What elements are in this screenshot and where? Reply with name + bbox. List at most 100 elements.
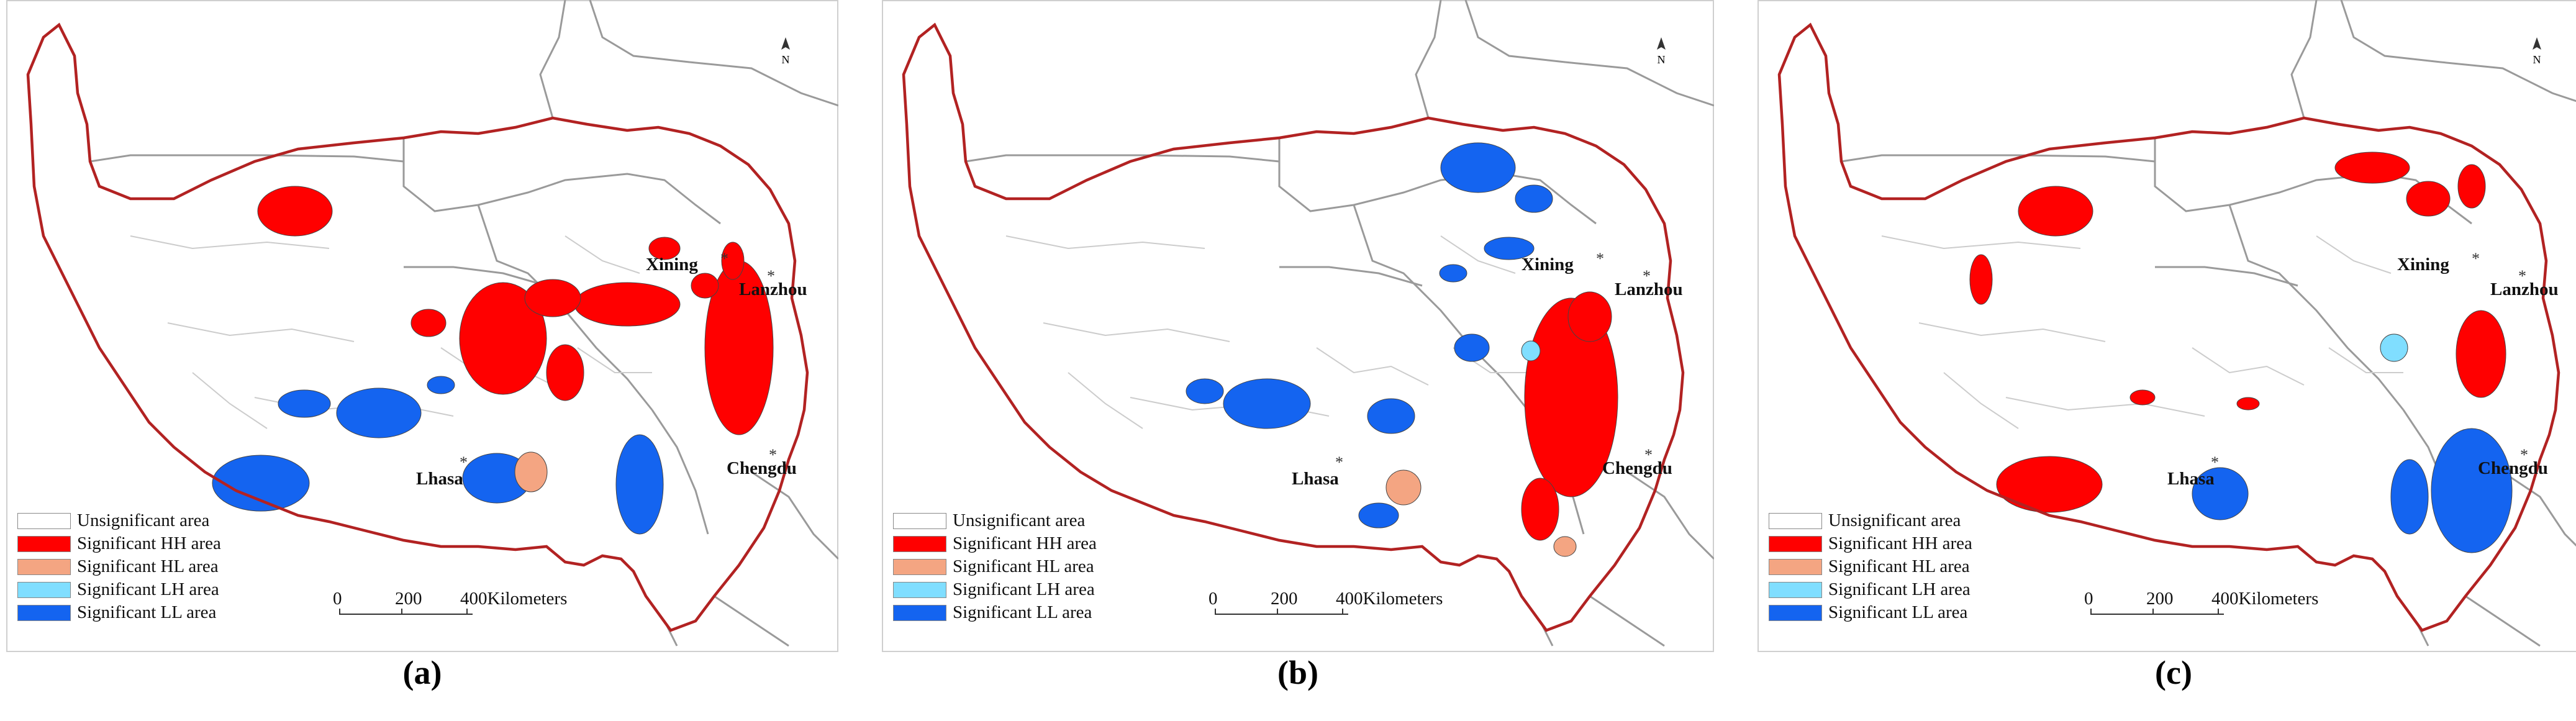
county-boundary bbox=[1068, 372, 1143, 429]
xining-marker: * bbox=[1596, 250, 1604, 268]
scale-line bbox=[2090, 614, 2224, 615]
scale-tick-label: 0 bbox=[333, 589, 342, 609]
legend-label: Significant LH area bbox=[1828, 579, 1971, 599]
county-boundary bbox=[1918, 322, 2106, 342]
province-boundary bbox=[2465, 595, 2541, 647]
legend-item: Significant LL area bbox=[893, 601, 1097, 624]
cluster-ll-area bbox=[427, 376, 455, 394]
legend-item: Significant LH area bbox=[17, 578, 221, 601]
province-boundary bbox=[2290, 0, 2318, 119]
cluster-hh-area bbox=[410, 309, 447, 337]
county-boundary bbox=[577, 347, 652, 373]
province-boundary bbox=[2228, 204, 2405, 410]
city-label-xining: Xining bbox=[1522, 255, 1574, 274]
legend-label: Significant LH area bbox=[77, 579, 219, 599]
legend-swatch bbox=[1769, 604, 1822, 621]
city-label-lhasa: Lhasa bbox=[2167, 469, 2215, 489]
legend-item: Significant HL area bbox=[1769, 555, 1972, 578]
province-boundary bbox=[965, 154, 1280, 163]
legend-swatch bbox=[1769, 558, 1822, 575]
cluster-hh-area bbox=[1521, 478, 1559, 541]
legend-item: Significant HL area bbox=[893, 555, 1097, 578]
cluster-hh-area bbox=[2456, 310, 2506, 398]
scale-bar: 0 200 400Kilometers bbox=[2084, 589, 2345, 626]
legend-label: Significant HL area bbox=[77, 556, 219, 576]
legend-item: Significant HH area bbox=[1769, 532, 1972, 555]
region-map-c bbox=[1757, 0, 2576, 652]
cluster-ll-area bbox=[336, 388, 422, 438]
cluster-hh-area bbox=[1969, 254, 1993, 305]
legend-item: Significant LH area bbox=[1769, 578, 1972, 601]
scale-tick bbox=[1277, 609, 1278, 614]
cluster-hh-area bbox=[691, 273, 719, 299]
city-label-lhasa: Lhasa bbox=[416, 469, 463, 489]
north-arrow-shape bbox=[2533, 37, 2541, 50]
legend-swatch bbox=[893, 604, 946, 621]
cluster-hh-area bbox=[721, 242, 745, 280]
cluster-ll-area bbox=[1367, 398, 1415, 434]
cluster-ll-area bbox=[2431, 428, 2513, 553]
cluster-hh-area bbox=[2236, 397, 2260, 410]
map-panel-a: * Xining * Lanzhou * Chengdu * Lhasa Uns… bbox=[6, 0, 838, 721]
plateau-boundary bbox=[1777, 22, 2560, 632]
province-boundary bbox=[402, 138, 721, 225]
cluster-ll-area bbox=[2192, 467, 2249, 520]
legend-swatch bbox=[17, 512, 71, 529]
city-label-lanzhou: Lanzhou bbox=[2490, 279, 2559, 299]
scale-tick-label: 200 bbox=[1271, 589, 1298, 609]
chengdu-marker: * bbox=[769, 446, 777, 464]
cluster-ll-area bbox=[615, 434, 664, 535]
cluster-hh-area bbox=[2129, 389, 2156, 406]
cluster-hl-area bbox=[514, 451, 548, 492]
region-map-a bbox=[6, 0, 838, 652]
cluster-lh-area bbox=[2380, 333, 2408, 362]
scale-tick-label: 0 bbox=[2084, 589, 2093, 609]
province-boundary bbox=[2155, 266, 2298, 287]
scale-tick-label: 400Kilometers bbox=[460, 589, 568, 609]
scale-tick-label: 200 bbox=[2146, 589, 2174, 609]
lhasa-marker: * bbox=[2211, 453, 2219, 471]
lanzhou-marker: * bbox=[2518, 267, 2526, 285]
map-panel-c: * Xining * Lanzhou * Chengdu * Lhasa Uns… bbox=[1757, 0, 2576, 721]
county-boundary bbox=[1440, 235, 1516, 274]
legend-item: Significant HH area bbox=[17, 532, 221, 555]
province-boundary bbox=[1415, 0, 1442, 119]
city-label-chengdu: Chengdu bbox=[727, 458, 797, 478]
cluster-lh-area bbox=[1521, 340, 1541, 361]
legend-swatch bbox=[1769, 581, 1822, 598]
legend-swatch bbox=[893, 512, 946, 529]
legend: Unsignificant area Significant HH area Sig… bbox=[893, 509, 1097, 624]
cluster-ll-area bbox=[1454, 333, 1490, 362]
city-label-lanzhou: Lanzhou bbox=[739, 279, 807, 299]
legend-label: Significant HH area bbox=[77, 533, 221, 553]
legend-swatch bbox=[893, 535, 946, 552]
province-boundary bbox=[1353, 204, 1529, 410]
cluster-ll-area bbox=[1223, 378, 1311, 429]
province-boundary bbox=[1278, 138, 1597, 225]
county-boundary bbox=[2192, 347, 2305, 386]
cluster-hh-area bbox=[648, 237, 681, 260]
legend-swatch bbox=[893, 558, 946, 575]
cluster-hh-area bbox=[459, 282, 547, 395]
north-label: N bbox=[2533, 53, 2541, 66]
lhasa-marker: * bbox=[460, 453, 468, 471]
scale-tick bbox=[401, 609, 402, 614]
cluster-hh-area bbox=[546, 344, 584, 401]
province-boundary bbox=[2340, 0, 2576, 102]
legend-label: Significant HL area bbox=[1828, 556, 1970, 576]
scale-tick-label: 0 bbox=[1209, 589, 1218, 609]
city-label-lanzhou: Lanzhou bbox=[1615, 279, 1683, 299]
county-boundary bbox=[130, 235, 330, 250]
scale-tick bbox=[2090, 609, 2092, 614]
county-boundary bbox=[565, 235, 640, 274]
province-boundary bbox=[589, 0, 838, 107]
legend-item: Unsignificant area bbox=[1769, 509, 1972, 532]
cluster-ll-area bbox=[1358, 502, 1399, 528]
cluster-ll-area bbox=[1439, 264, 1467, 283]
county-boundary bbox=[1316, 347, 1429, 386]
legend-item: Unsignificant area bbox=[17, 509, 221, 532]
north-arrow-icon: N bbox=[2533, 37, 2541, 66]
city-label-lhasa: Lhasa bbox=[1292, 469, 1339, 489]
panel-caption: (a) bbox=[402, 654, 442, 691]
city-label-chengdu: Chengdu bbox=[1602, 458, 1672, 478]
